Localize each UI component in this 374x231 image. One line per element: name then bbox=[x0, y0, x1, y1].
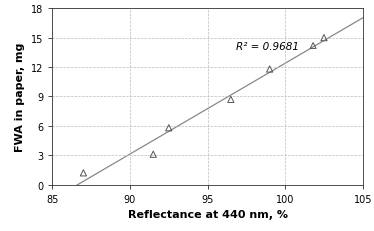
Point bbox=[228, 98, 234, 102]
Point bbox=[80, 171, 86, 175]
Text: R² = 0.9681: R² = 0.9681 bbox=[236, 41, 298, 51]
Point bbox=[166, 126, 172, 130]
Point bbox=[267, 68, 273, 72]
Point bbox=[150, 153, 156, 156]
Point bbox=[310, 44, 316, 48]
Point bbox=[321, 37, 327, 40]
Y-axis label: FWA in paper, mg: FWA in paper, mg bbox=[15, 43, 25, 152]
X-axis label: Reflectance at 440 nm, %: Reflectance at 440 nm, % bbox=[128, 209, 288, 219]
